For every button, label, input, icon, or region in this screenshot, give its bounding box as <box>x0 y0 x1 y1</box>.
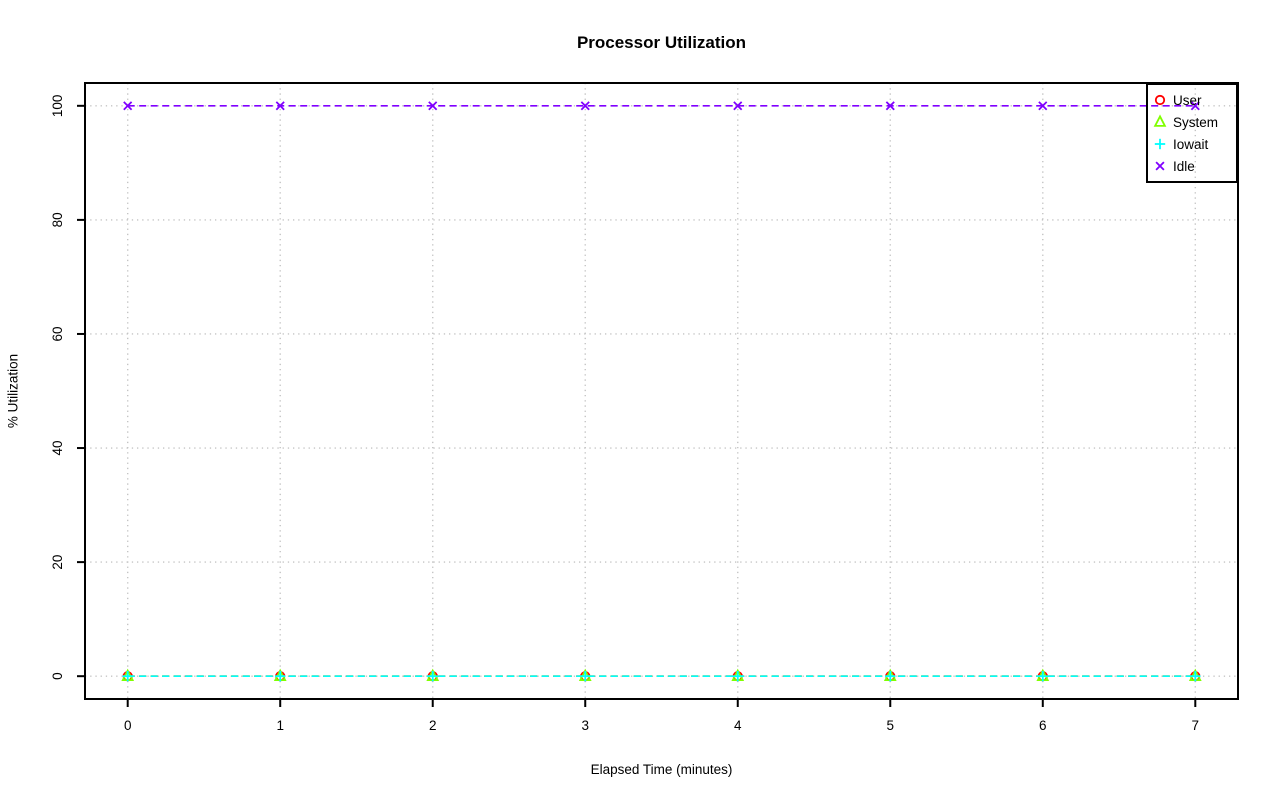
legend-label: User <box>1173 92 1202 108</box>
y-axis-title: % Utilization <box>5 353 21 429</box>
legend-item-iowait: Iowait <box>1152 133 1236 155</box>
legend: User System Iowait Idle <box>1146 83 1238 183</box>
marker-shape <box>885 101 895 111</box>
marker-x <box>275 101 285 111</box>
y-tick-label: 60 <box>50 326 65 341</box>
marker-shape <box>1190 101 1200 111</box>
marker-shape <box>733 101 743 111</box>
marker-x <box>1190 101 1200 111</box>
y-tick-label: 0 <box>50 672 65 680</box>
plot-border <box>84 82 1239 700</box>
y-tick-label: 20 <box>50 555 65 570</box>
marker-plus <box>275 670 286 682</box>
marker-shape <box>1154 94 1166 106</box>
legend-x-icon <box>1155 161 1165 171</box>
legend-item-user: User <box>1152 89 1236 111</box>
legend-item-system: System <box>1152 111 1236 133</box>
marker-plus <box>580 670 591 682</box>
legend-label: Idle <box>1173 158 1195 174</box>
marker-x <box>428 101 438 111</box>
marker-x <box>1038 101 1048 111</box>
marker-plus <box>1190 670 1201 682</box>
x-tick-label: 3 <box>581 718 589 733</box>
marker-shape <box>1155 161 1165 171</box>
y-tick-label: 40 <box>50 441 65 456</box>
x-axis-title: Elapsed Time (minutes) <box>590 762 733 777</box>
marker-shape <box>1153 114 1167 127</box>
x-tick-label: 6 <box>1039 718 1047 733</box>
x-tick-label: 4 <box>734 718 742 733</box>
marker-x <box>733 101 743 111</box>
x-tick-label: 5 <box>887 718 895 733</box>
x-tick-label: 1 <box>276 718 284 733</box>
marker-triangle <box>1153 114 1167 127</box>
legend-item-idle: Idle <box>1152 155 1236 177</box>
y-tick-label: 100 <box>50 95 65 118</box>
marker-plus <box>1154 138 1166 150</box>
marker-x <box>123 101 133 111</box>
legend-label: Iowait <box>1173 136 1209 152</box>
y-tick-label: 80 <box>50 212 65 227</box>
marker-shape <box>428 101 438 111</box>
marker-plus <box>427 670 438 682</box>
x-tick-label: 0 <box>124 718 132 733</box>
x-tick-label: 2 <box>429 718 437 733</box>
marker-plus <box>1037 670 1048 682</box>
marker-x <box>1155 161 1165 171</box>
marker-shape <box>275 101 285 111</box>
marker-plus <box>732 670 743 682</box>
marker-x <box>885 101 895 111</box>
legend-label: System <box>1173 114 1219 130</box>
marker-shape <box>580 101 590 111</box>
legend-plus-icon <box>1154 138 1166 150</box>
marker-shape <box>1038 101 1048 111</box>
marker-shape <box>123 101 133 111</box>
x-tick-label: 7 <box>1192 718 1200 733</box>
marker-plus <box>885 670 896 682</box>
legend-circle-icon <box>1154 94 1166 106</box>
legend-triangle-icon <box>1153 114 1167 127</box>
chart-title: Processor Utilization <box>576 33 747 52</box>
marker-plus <box>122 670 133 682</box>
marker-circle <box>1154 94 1166 106</box>
marker-x <box>580 101 590 111</box>
